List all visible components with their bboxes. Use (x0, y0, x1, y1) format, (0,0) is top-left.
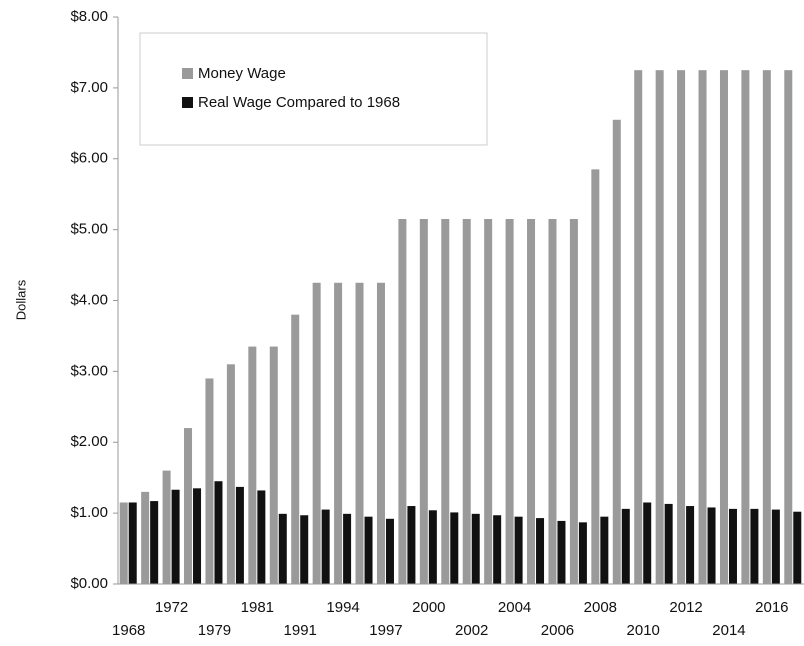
bar (548, 218, 557, 584)
x-tick-label: 1972 (155, 599, 188, 616)
y-tick-label: $5.00 (70, 221, 108, 238)
legend-label: Money Wage (198, 65, 286, 82)
x-tick-label: 1991 (284, 622, 317, 639)
bar (278, 513, 287, 584)
bar (428, 510, 437, 584)
bar (634, 70, 643, 584)
bar (441, 218, 450, 584)
bar (462, 218, 471, 584)
bar (771, 509, 780, 584)
bar (150, 501, 159, 584)
bar (226, 364, 235, 584)
bar (364, 516, 373, 584)
x-tick-label: 1997 (369, 622, 402, 639)
bar (686, 506, 695, 584)
bar (677, 70, 686, 584)
bar (707, 507, 716, 584)
bar (193, 488, 202, 584)
y-tick-label: $1.00 (70, 504, 108, 521)
bar (141, 491, 150, 584)
bar (321, 509, 330, 584)
bar (578, 522, 587, 584)
bar (536, 518, 545, 584)
bar (162, 470, 171, 584)
legend-swatch (182, 68, 193, 79)
bar (612, 119, 621, 585)
bar (762, 70, 771, 584)
bar (471, 513, 480, 584)
bar (235, 486, 244, 584)
bar (312, 282, 321, 584)
x-tick-label: 1979 (198, 622, 231, 639)
bar (385, 518, 394, 584)
y-tick-label: $8.00 (70, 8, 108, 25)
bar (398, 218, 407, 584)
x-tick-label: 2010 (627, 622, 660, 639)
bar (557, 520, 566, 584)
bar (728, 508, 737, 584)
bar (214, 481, 223, 584)
bar (376, 282, 385, 584)
y-tick-label: $0.00 (70, 575, 108, 592)
x-tick-label: 2000 (412, 599, 445, 616)
x-tick-label: 2012 (669, 599, 702, 616)
bar (784, 70, 793, 584)
legend-label: Real Wage Compared to 1968 (198, 94, 400, 111)
y-tick-label: $2.00 (70, 433, 108, 450)
bar (793, 511, 802, 584)
y-tick-label: $4.00 (70, 291, 108, 308)
x-tick-label: 1981 (241, 599, 274, 616)
bar (600, 516, 609, 584)
y-tick-label: $3.00 (70, 362, 108, 379)
bar (119, 502, 128, 584)
bar (257, 490, 266, 584)
bar (621, 508, 630, 584)
bar (291, 314, 300, 584)
bar (407, 506, 416, 584)
y-tick-label: $6.00 (70, 150, 108, 167)
legend-box (139, 32, 488, 146)
bar (343, 513, 352, 584)
x-tick-label: 2008 (584, 599, 617, 616)
bar (698, 70, 707, 584)
x-tick-label: 2006 (541, 622, 574, 639)
x-tick-label: 2002 (455, 622, 488, 639)
bar (248, 346, 257, 584)
bar (334, 282, 343, 584)
bar (505, 218, 514, 584)
x-tick-label: 2014 (712, 622, 745, 639)
bar (184, 428, 193, 584)
bar (484, 218, 493, 584)
bar (527, 218, 536, 584)
bar (655, 70, 664, 584)
bar (750, 508, 759, 584)
bar (205, 378, 214, 584)
x-tick-label: 1994 (326, 599, 359, 616)
bar (741, 70, 750, 584)
bar (569, 218, 578, 584)
bar (128, 502, 137, 584)
x-tick-label: 2004 (498, 599, 531, 616)
bar (664, 503, 673, 584)
bar (643, 502, 652, 584)
bar (493, 515, 502, 584)
legend-swatch (182, 97, 193, 108)
bar (269, 346, 278, 584)
y-axis-label: Dollars (13, 279, 28, 320)
bar (591, 169, 600, 584)
bar (300, 515, 309, 584)
bar (719, 70, 728, 584)
x-tick-label: 2016 (755, 599, 788, 616)
bar (450, 512, 459, 584)
bar (355, 282, 364, 584)
bar (514, 516, 523, 584)
bar (171, 489, 180, 584)
x-tick-label: 1968 (112, 622, 145, 639)
y-tick-label: $7.00 (70, 79, 108, 96)
bar (419, 218, 428, 584)
